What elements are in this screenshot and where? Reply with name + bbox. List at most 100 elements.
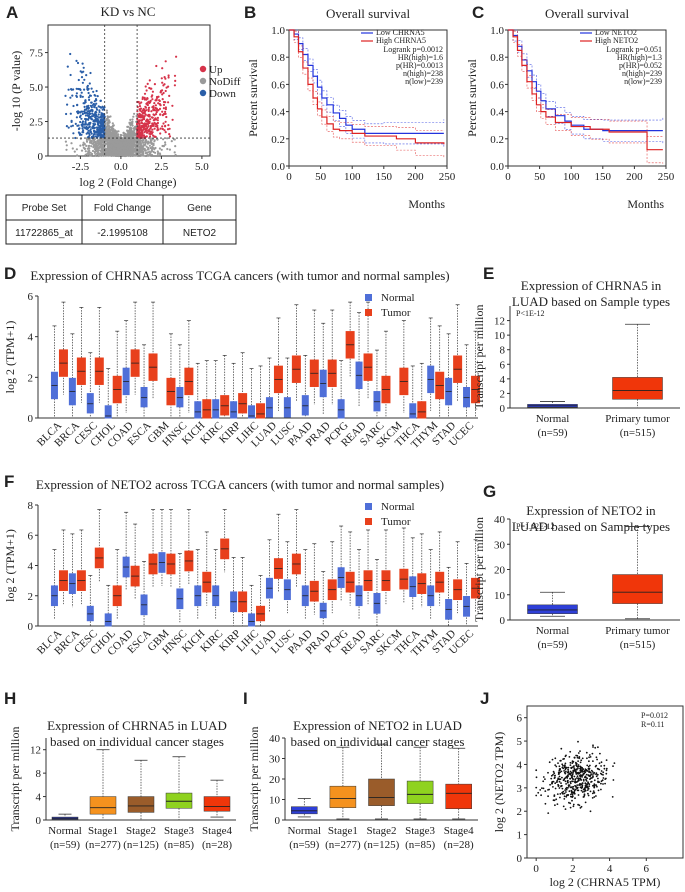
volcano-point [142,144,145,147]
volcano-point [131,122,134,125]
survival-title: Overall survival [545,6,630,21]
panel-letter-c: C [472,3,484,22]
volcano-point [69,73,72,77]
volcano-point [151,94,154,97]
volcano-point [91,115,94,118]
scatter-point [560,747,563,750]
volcano-point [164,106,167,109]
panel-letter-d: D [4,264,16,283]
volcano-point [123,154,126,157]
volcano-point [76,104,79,107]
volcano-point [82,129,85,132]
scatter-point [557,762,559,764]
y-tick-label: 0.4 [271,107,285,119]
scatter-point [578,779,580,782]
volcano-title: KD vs NC [101,4,156,19]
scatter-point [596,773,599,776]
volcano-point [93,120,96,123]
scatter-point [577,767,579,770]
sample-size-label: (n=59) [537,427,567,439]
volcano-point [158,152,161,155]
scatter-point [592,746,594,748]
volcano-point [69,52,72,56]
scatter-point [558,768,561,770]
p-value: P=1.62E-12 [516,522,555,531]
scatter-point [569,806,572,809]
volcano-point [154,151,157,154]
scatter-point [563,779,565,781]
scatter-point [561,791,563,794]
boxplot-title: Expression of CHRNA5 in [521,278,662,293]
volcano-point [143,96,146,99]
scatter-point [592,744,594,747]
volcano-point [119,144,122,147]
volcano-point [154,104,157,107]
volcano-point [131,124,134,127]
volcano-point [146,82,149,85]
volcano-point [170,140,173,143]
scatter-point [595,773,597,776]
volcano-point [87,110,90,113]
volcano-point [98,134,101,137]
volcano-point [86,131,89,134]
boxplot-subtitle: based on individual cancer stages [291,734,465,749]
volcano-point [75,116,78,119]
volcano-point [137,115,140,118]
volcano-point [90,101,93,104]
volcano-plot: KD vs NC -2.5 0.0 2.5 5.0 0 2.5 5.0 7.5 log 2 (Fo… [9,4,241,189]
volcano-point [81,125,84,128]
scatter-point [586,789,589,791]
scatter-point [593,785,596,788]
scatter-point [583,772,586,775]
volcano-point [88,153,91,156]
scatter-point [580,766,582,768]
scatter-point [562,758,564,760]
volcano-point [123,152,126,155]
y-tick-label: 2 [28,591,34,603]
volcano-point [83,78,86,81]
boxplot-subtitle: LUAD based on Sample types [512,294,670,309]
volcano-point [145,109,148,112]
y-tick-label: 0.2 [490,134,504,146]
p-value: P<1E-12 [516,309,545,318]
volcano-point [72,88,75,91]
x-tick-label: 50 [315,171,327,183]
scatter-point [557,777,560,780]
scatter-point [587,794,590,797]
volcano-point [145,151,148,154]
legend-marker [365,518,372,525]
volcano-point [70,125,73,128]
volcano-point [164,60,167,63]
volcano-point [138,102,141,105]
volcano-point [140,132,143,135]
scatter-point [583,795,585,798]
volcano-point [106,133,109,137]
scatter-point [597,768,600,770]
scatter-point [577,777,580,780]
y-tick-label: 0.6 [271,79,285,91]
scatter-point [579,774,582,776]
volcano-point [77,78,80,82]
volcano-point [160,77,163,80]
scatter-point [560,785,562,788]
sample-box [445,783,472,809]
volcano-point [168,133,171,136]
volcano-point [132,153,135,156]
volcano-point [80,76,84,79]
sample-box [612,574,663,604]
scatter-point [559,793,562,795]
volcano-point [100,122,104,125]
y-tick-label: 0 [38,151,44,163]
volcano-point [108,119,111,122]
y-axis-label: -log 10 (P value) [9,51,23,132]
x-tick-label: 150 [376,171,393,183]
scatter-point [542,787,545,790]
volcano-point [97,141,100,144]
y-tick-label: 10 [269,795,281,807]
volcano-point [146,131,149,134]
volcano-point [161,93,164,96]
volcano-point [148,79,151,82]
scatter-point [605,772,608,775]
survival-statistic: n(low)=239 [405,77,443,86]
volcano-point [81,127,84,130]
